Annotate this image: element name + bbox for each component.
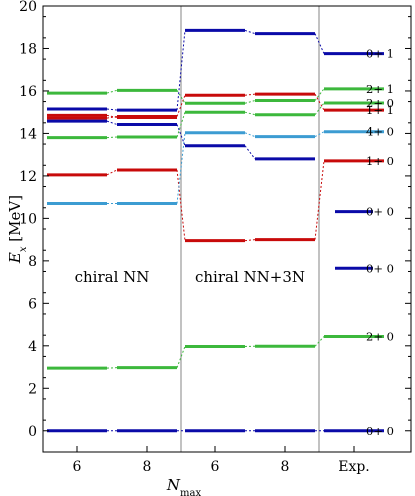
connector-line [314,102,325,116]
y-tick-label: 12 [19,169,37,185]
exp-state-label: 0+ 1 [366,47,394,61]
connector-line [106,120,118,125]
y-axis-title: Ex [MeV] [6,195,29,264]
y-tick-label: 20 [19,0,37,15]
exp-state-label: 2+ 0 [366,96,394,110]
x-tick-label: 8 [143,459,152,475]
connector-lines [106,29,325,432]
connector-line [176,30,186,111]
connector-line [244,100,256,104]
exp-state-label: 1+ 0 [366,154,394,168]
y-tick-label: 6 [28,296,37,312]
y-axis-ticks: 0 2 4 6 8 10 12 14 16 18 20 [19,0,411,440]
y-tick-label: 18 [19,41,37,57]
connector-line [314,88,325,101]
connector-line [106,136,118,139]
region-label-chiral-nn-3n: chiral NN+3N [195,268,305,286]
y-tick-label: 4 [28,339,37,355]
connector-line [244,239,256,242]
connector-line [106,89,118,94]
x-tick-label: 6 [211,459,220,475]
exp-state-label: 2+ 0 [366,329,394,343]
exp-state-label: 0+ 0 [366,205,394,219]
x-tick-label: Exp. [338,459,370,475]
connector-line [176,112,186,138]
connector-line [106,169,118,176]
x-tick-label: 8 [281,459,290,475]
energy-levels [47,28,384,433]
exp-state-label: 4+ 0 [366,125,394,139]
y-tick-label: 2 [28,381,37,397]
region-label-chiral-nn: chiral NN [75,268,150,286]
y-tick-label: 10 [19,211,37,227]
experimental-state-labels: 0+ 12+ 12+ 01+ 14+ 01+ 00+ 00+ 02+ 00+ 0 [366,47,394,438]
y-tick-label: 14 [19,126,37,142]
connector-line [244,132,256,138]
connector-line [314,160,325,240]
x-axis-title: Nmax [166,476,202,496]
connector-line [244,93,256,96]
connector-line [106,114,118,118]
plot-frame [42,5,412,453]
connector-line [244,145,256,160]
x-tick-label: 6 [73,459,82,475]
connector-line [244,111,256,116]
exp-state-label: 0+ 0 [366,261,394,275]
section-dividers [180,6,320,452]
connector-line [244,29,256,35]
exp-state-label: 1+ 1 [366,103,394,117]
connector-line [176,90,186,104]
x-axis-ticks: 6 8 6 8 Exp. [73,446,370,475]
y-tick-label: 0 [28,424,37,440]
y-tick-label: 16 [19,84,37,100]
connector-line [106,108,118,111]
connector-line [314,93,325,111]
y-tick-label: 8 [28,254,37,270]
connector-line [314,131,325,138]
exp-state-label: 0+ 0 [366,424,394,438]
exp-state-label: 2+ 1 [366,82,394,96]
